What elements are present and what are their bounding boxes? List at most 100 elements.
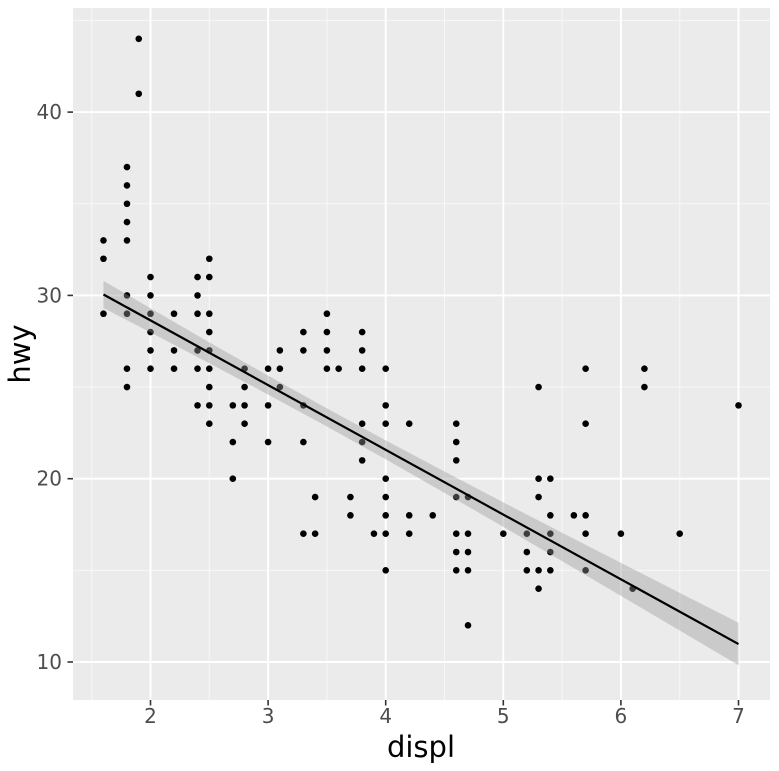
data-point: [582, 512, 589, 519]
data-point: [123, 163, 131, 171]
data-point: [535, 585, 542, 592]
data-point: [100, 255, 107, 263]
data-point: [229, 438, 237, 446]
data-point: [429, 512, 437, 519]
data-point: [405, 530, 413, 537]
data-point: [135, 90, 143, 98]
data-point: [405, 512, 413, 519]
data-point: [311, 530, 319, 537]
data-point: [206, 365, 213, 373]
data-point: [382, 493, 390, 501]
minor-gridlines: [73, 8, 770, 700]
data-point: [123, 365, 131, 373]
y-tick-label: 30: [37, 283, 62, 307]
data-point: [347, 493, 354, 501]
data-point: [300, 438, 307, 446]
data-point: [347, 512, 354, 519]
data-point: [170, 310, 178, 318]
data-point: [276, 347, 284, 354]
panel-background: [73, 8, 770, 700]
data-point: [300, 347, 307, 354]
data-point: [323, 310, 331, 318]
data-points: [100, 35, 742, 629]
data-point: [147, 347, 154, 354]
data-point: [323, 347, 331, 354]
data-point: [123, 200, 131, 208]
data-point: [358, 420, 366, 428]
data-point: [452, 493, 460, 501]
data-point: [735, 402, 742, 409]
data-point: [452, 548, 460, 556]
data-point: [523, 530, 531, 537]
axis-tick-labels: 2 3 4 5 6 7 10 20 30 40: [37, 100, 745, 728]
data-point: [676, 530, 683, 537]
data-point: [617, 530, 625, 537]
data-point: [194, 273, 201, 281]
data-point: [382, 365, 390, 373]
data-point: [582, 530, 589, 537]
data-point: [206, 255, 213, 263]
data-point: [323, 328, 331, 336]
y-tick-label: 40: [37, 100, 62, 124]
data-point: [147, 273, 154, 281]
data-point: [452, 438, 460, 446]
data-point: [100, 237, 107, 244]
data-point: [535, 567, 542, 574]
data-point: [229, 402, 237, 409]
data-point: [135, 35, 143, 43]
axis-tick-marks: [67, 111, 740, 706]
data-point: [100, 310, 107, 318]
data-point: [582, 365, 589, 373]
data-point: [264, 438, 272, 446]
data-point: [241, 383, 248, 391]
data-point: [276, 383, 284, 391]
data-point: [123, 182, 131, 189]
data-point: [147, 292, 154, 299]
data-point: [547, 512, 554, 519]
y-axis-title: hwy: [3, 324, 37, 383]
data-point: [464, 530, 472, 537]
data-point: [194, 347, 201, 354]
x-tick-label: 5: [497, 704, 510, 728]
data-point: [382, 567, 390, 574]
x-tick-label: 2: [144, 704, 157, 728]
data-point: [206, 273, 213, 281]
data-point: [358, 438, 366, 446]
data-point: [147, 365, 154, 373]
data-point: [323, 365, 331, 373]
data-point: [382, 512, 390, 519]
data-point: [452, 567, 460, 574]
data-point: [194, 292, 201, 299]
data-point: [382, 420, 390, 428]
data-point: [500, 530, 507, 537]
data-point: [264, 402, 272, 409]
data-point: [358, 328, 366, 336]
data-point: [123, 218, 131, 226]
data-point: [382, 402, 390, 409]
data-point: [358, 457, 366, 464]
data-point: [194, 402, 201, 409]
data-point: [206, 310, 213, 318]
data-point: [523, 567, 531, 574]
data-point: [241, 402, 248, 409]
data-point: [335, 365, 342, 373]
x-axis-title: displ: [387, 730, 455, 764]
x-tick-label: 7: [732, 704, 745, 728]
data-point: [241, 420, 248, 428]
data-point: [452, 530, 460, 537]
data-point: [206, 383, 213, 391]
x-tick-label: 3: [262, 704, 275, 728]
data-point: [641, 365, 648, 373]
data-point: [535, 383, 542, 391]
y-tick-label: 10: [37, 650, 62, 674]
data-point: [123, 310, 131, 318]
data-point: [405, 420, 413, 428]
x-tick-label: 6: [615, 704, 628, 728]
ribbon: [103, 280, 739, 666]
data-point: [170, 365, 178, 373]
data-point: [300, 328, 307, 336]
data-point: [206, 402, 213, 409]
data-point: [147, 328, 154, 336]
